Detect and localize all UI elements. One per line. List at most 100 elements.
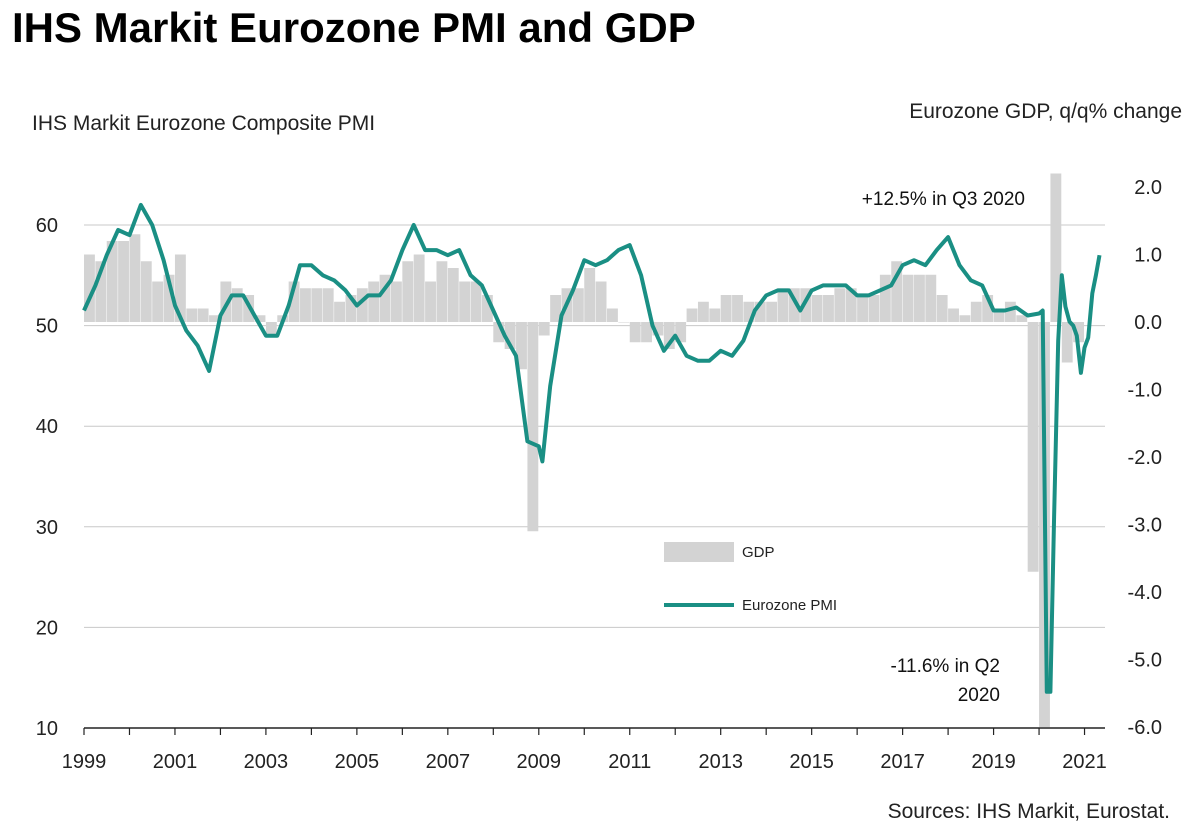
gdp-bar [879, 274, 891, 322]
gdp-bar [982, 295, 994, 322]
gdp-bar [402, 261, 414, 322]
gdp-bar [584, 268, 596, 322]
right-tick-label: -1.0 [1128, 380, 1162, 402]
gdp-bar [675, 322, 687, 343]
gdp-bar [766, 301, 778, 322]
gdp-bar [754, 301, 766, 322]
gdp-bar [1061, 322, 1073, 363]
gdp-bar [1027, 322, 1039, 572]
gdp-bar [1016, 315, 1028, 322]
gdp-bar [527, 322, 539, 532]
gdp-bar [1073, 322, 1085, 343]
gdp-bar [459, 281, 471, 322]
annotation-q3-2020: +12.5% in Q3 2020 [862, 189, 1025, 210]
legend-pmi-label: Eurozone PMI [742, 597, 837, 614]
gdp-bar [607, 308, 618, 322]
gdp-bar [254, 315, 266, 322]
left-tick-label: 50 [36, 316, 58, 338]
gdp-bar [470, 281, 482, 322]
x-tick-label: 2019 [971, 751, 1016, 773]
gdp-bar [84, 254, 95, 322]
gdp-bar [95, 261, 107, 322]
gdp-bar [288, 281, 300, 322]
gdp-bar [231, 288, 243, 322]
gdp-bar [857, 295, 869, 322]
legend: GDP Eurozone PMI [664, 542, 837, 614]
gdp-bar [390, 281, 402, 322]
gdp-bar [572, 288, 584, 322]
x-tick-label: 2011 [608, 751, 651, 773]
right-tick-label: -4.0 [1128, 582, 1162, 604]
gdp-bar [220, 281, 232, 322]
gdp-bar [868, 295, 880, 322]
legend-gdp-label: GDP [742, 544, 775, 561]
gdp-bar [311, 288, 323, 322]
gdp-bar [493, 322, 505, 343]
gdp-bar [197, 308, 209, 322]
right-axis-label: Eurozone GDP, q/q% change [909, 100, 1182, 123]
gdp-bar [913, 274, 925, 322]
gdp-bar [379, 274, 391, 322]
gdp-bar [959, 315, 971, 322]
gdp-bar [322, 288, 334, 322]
gdp-bar [129, 234, 141, 322]
left-axis-label: IHS Markit Eurozone Composite PMI [32, 112, 376, 135]
left-tick-label: 30 [36, 517, 58, 539]
gdp-bar [300, 288, 311, 322]
gdp-bar [652, 322, 664, 336]
gdp-bar [413, 254, 425, 322]
pmi-line-group [82, 202, 1102, 694]
gdp-bar [936, 295, 948, 322]
right-tick-label: 1.0 [1134, 245, 1162, 267]
gdp-bar [1050, 173, 1062, 322]
gdp-bar [743, 301, 755, 322]
x-tick-label: 2007 [426, 751, 471, 773]
gdp-bar [152, 281, 164, 322]
left-tick-label: 60 [36, 215, 58, 237]
chart-title: IHS Markit Eurozone PMI and GDP [12, 4, 696, 51]
gdp-bar [174, 254, 186, 322]
right-tick-label: -6.0 [1128, 717, 1162, 739]
left-tick-label: 20 [36, 617, 58, 639]
gdp-bar [334, 301, 346, 322]
x-tick-label: 2003 [244, 751, 289, 773]
left-axis-ticks: 10 20 30 40 50 60 [36, 215, 58, 740]
gdp-bar [209, 315, 220, 322]
gdp-bar [118, 241, 129, 322]
source-note: Sources: IHS Markit, Eurostat. [887, 800, 1170, 823]
grid-lines [84, 224, 1105, 628]
x-tick-label: 2005 [335, 751, 380, 773]
gdp-bar [686, 308, 698, 322]
right-tick-label: 0.0 [1134, 312, 1162, 334]
gdp-bar [641, 322, 652, 343]
annotations: +12.5% in Q3 2020 -11.6% in Q2 2020 [862, 189, 1025, 706]
x-tick-label: 2001 [153, 751, 198, 773]
gdp-bar [902, 274, 914, 322]
gdp-bar [595, 281, 607, 322]
gdp-bar [925, 274, 937, 322]
gdp-bar [948, 308, 959, 322]
x-tick-label: 2015 [789, 751, 834, 773]
gdp-bar [436, 261, 448, 322]
axes [83, 727, 1105, 735]
gdp-bar [732, 295, 743, 322]
gdp-bar [186, 308, 198, 322]
right-tick-label: -5.0 [1128, 650, 1162, 672]
left-tick-label: 10 [36, 718, 58, 740]
gdp-bar [788, 288, 800, 322]
left-tick-label: 40 [36, 416, 58, 438]
x-tick-label: 2017 [880, 751, 925, 773]
gdp-bar [663, 322, 675, 349]
pmi-line [82, 202, 1102, 694]
gdp-bar [425, 281, 436, 322]
gdp-bar [811, 295, 823, 322]
gdp-bar [447, 268, 459, 322]
gdp-bar [265, 322, 277, 336]
gdp-bar [538, 322, 550, 336]
gdp-bar [618, 322, 630, 323]
gdp-bar [140, 261, 152, 322]
gdp-bar [1004, 301, 1016, 322]
annotation-q2-2020-line2: 2020 [958, 685, 1000, 706]
gdp-bar [697, 301, 709, 322]
